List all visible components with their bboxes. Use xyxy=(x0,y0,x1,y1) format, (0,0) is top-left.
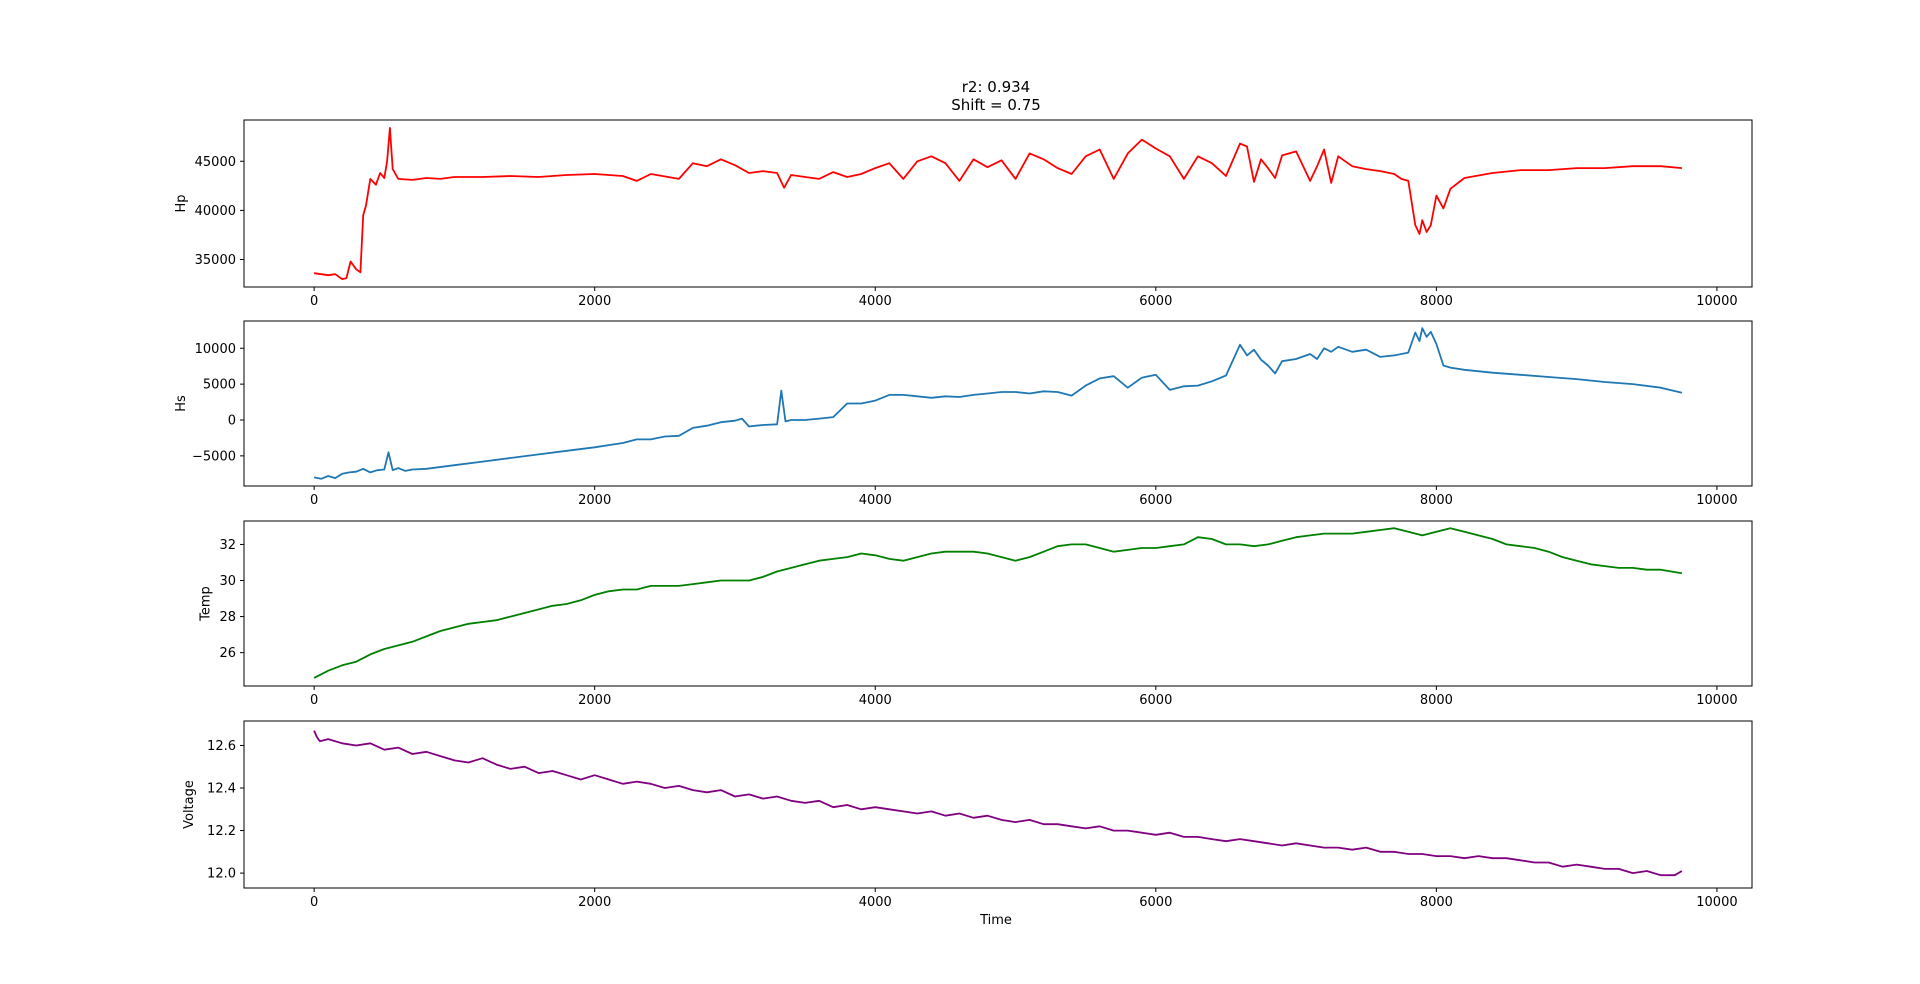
x-tick-label: 4000 xyxy=(859,493,892,508)
y-tick-label: 40000 xyxy=(195,204,236,219)
y-tick-label: 32 xyxy=(219,538,236,553)
x-tick-label: 2000 xyxy=(578,895,611,910)
y-tick-label: 12.6 xyxy=(207,739,236,754)
x-tick-label: 0 xyxy=(310,693,318,708)
x-tick-label: 6000 xyxy=(1139,895,1172,910)
y-tick-label: 0 xyxy=(228,414,236,429)
subplot-voltage: 0 2000 4000 6000 8000 10000 12.0 12.2 12.4 12.6 Vo… xyxy=(182,720,1753,910)
x-tick-label: 2000 xyxy=(578,693,611,708)
y-axis-label-hp: Hp xyxy=(174,194,189,212)
figure-title-line2: Shift = 0.75 xyxy=(951,96,1041,114)
x-tick-label: 8000 xyxy=(1420,895,1453,910)
y-tick-label: 35000 xyxy=(195,253,236,268)
series-line-voltage xyxy=(313,730,1683,877)
axes-frame-hs xyxy=(243,320,1753,487)
series-line-hs xyxy=(313,327,1683,480)
y-tick-label: 45000 xyxy=(195,155,236,170)
y-tick-label: 12.2 xyxy=(207,824,236,839)
axes-frame-hp xyxy=(243,119,1753,288)
y-tick-label: 12.4 xyxy=(207,782,236,797)
x-tick-label: 6000 xyxy=(1139,294,1172,309)
x-tick-label: 4000 xyxy=(859,294,892,309)
axes-frame-voltage xyxy=(243,720,1753,889)
x-tick-label: 0 xyxy=(310,493,318,508)
x-tick-label: 10000 xyxy=(1696,294,1737,309)
x-tick-label: 8000 xyxy=(1420,294,1453,309)
x-tick-label: 8000 xyxy=(1420,693,1453,708)
x-tick-label: 10000 xyxy=(1696,693,1737,708)
y-tick-label: 28 xyxy=(219,610,236,625)
y-axis-label-temp: Temp xyxy=(199,586,214,622)
x-tick-label: 8000 xyxy=(1420,493,1453,508)
x-tick-label: 0 xyxy=(310,294,318,309)
subplot-temp: 0 2000 4000 6000 8000 10000 26 28 30 32 Temp xyxy=(199,520,1753,708)
x-tick-label: 6000 xyxy=(1139,493,1172,508)
y-tick-label: 26 xyxy=(219,646,236,661)
y-tick-label: 10000 xyxy=(195,342,236,357)
x-tick-label: 10000 xyxy=(1696,493,1737,508)
x-tick-label: 4000 xyxy=(859,693,892,708)
y-axis-label-voltage: Voltage xyxy=(182,780,197,829)
y-tick-label: −5000 xyxy=(192,449,236,464)
y-axis-label-hs: Hs xyxy=(174,395,189,412)
y-tick-label: 12.0 xyxy=(207,867,236,882)
x-tick-label: 0 xyxy=(310,895,318,910)
x-axis-label: Time xyxy=(979,913,1012,928)
series-line-hp xyxy=(313,127,1682,281)
x-tick-label: 2000 xyxy=(578,294,611,309)
subplot-panels: 0 2000 4000 6000 8000 10000350004000045000Hp0… xyxy=(174,119,1753,910)
figure-title-line1: r2: 0.934 xyxy=(962,78,1030,96)
y-tick-label: 30 xyxy=(219,574,236,589)
axes-frame-temp xyxy=(243,520,1753,687)
subplot-hp: 0 2000 4000 6000 8000 10000 35000 40000 45000 Hp xyxy=(174,119,1753,309)
y-tick-label: 5000 xyxy=(203,378,236,393)
subplot-hs: 0 2000 4000 6000 8000 10000 −5000 0 5000 10000 Hs xyxy=(174,320,1753,508)
series-line-temp xyxy=(313,527,1683,679)
x-tick-label: 6000 xyxy=(1139,693,1172,708)
x-tick-label: 2000 xyxy=(578,493,611,508)
x-tick-label: 4000 xyxy=(859,895,892,910)
x-tick-label: 10000 xyxy=(1696,895,1737,910)
